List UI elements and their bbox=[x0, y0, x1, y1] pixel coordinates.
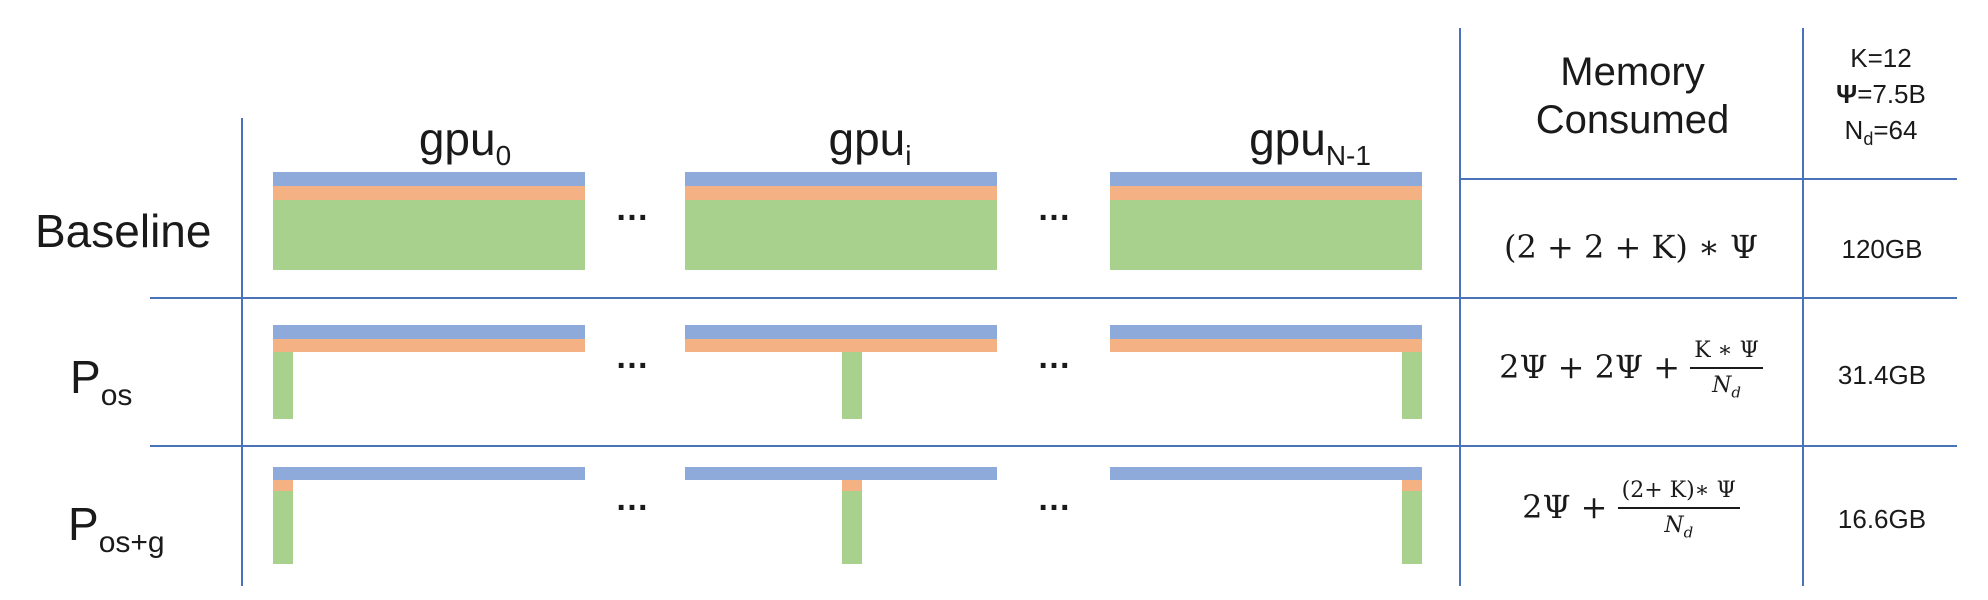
posg-gpun-gradient-shard bbox=[1402, 480, 1422, 491]
row-label-baseline: Baseline bbox=[35, 205, 212, 257]
memory-pos: 31.4GB bbox=[1837, 360, 1927, 390]
ellipsis-baseline-1: … bbox=[615, 190, 650, 228]
formula-posg-fraction: (2+ K)∗ Ψ Nd bbox=[1617, 478, 1740, 541]
formula-divider bbox=[1459, 28, 1461, 586]
memory-divider bbox=[1802, 28, 1804, 586]
header-divider bbox=[1459, 178, 1957, 180]
baseline-gpu0-parameters bbox=[273, 172, 585, 186]
posg-gpui-gradient-shard bbox=[842, 480, 862, 491]
gpu-first-header: gpu0 bbox=[418, 113, 512, 171]
formula-pos-fraction: K ∗ Ψ Nd bbox=[1690, 338, 1763, 401]
pos-gpun-optimizer-shard bbox=[1402, 352, 1422, 419]
posg-gpui-optimizer-shard bbox=[842, 491, 862, 564]
posg-gpu0-optimizer-shard bbox=[273, 491, 293, 564]
baseline-gpu0-optimizer-states bbox=[273, 200, 585, 270]
formula-pos: 2Ψ + 2Ψ + K ∗ Ψ Nd bbox=[1462, 338, 1800, 401]
parameter-values: K=12 Ψ=7.5B Nd=64 bbox=[1836, 43, 1926, 149]
pos-gpu0-gradients bbox=[273, 339, 585, 352]
gpu-last-header: gpuN-1 bbox=[1249, 113, 1371, 171]
baseline-gpun-optimizer-states bbox=[1110, 200, 1422, 270]
posg-gpun-optimizer-shard bbox=[1402, 491, 1422, 564]
pos-gpun-gradients bbox=[1110, 339, 1422, 352]
row-divider-1 bbox=[150, 297, 1957, 299]
pos-gpun-parameters bbox=[1110, 325, 1422, 339]
left-divider bbox=[241, 118, 243, 586]
baseline-gpu0-gradients bbox=[273, 186, 585, 200]
baseline-gpun-gradients bbox=[1110, 186, 1422, 200]
formula-baseline: (2 + 2 + K) ∗ Ψ bbox=[1503, 228, 1759, 266]
pos-gpui-parameters bbox=[685, 325, 997, 339]
ellipsis-posg-2: … bbox=[1037, 480, 1072, 518]
row-label-pos: Pos bbox=[70, 351, 133, 412]
row-divider-2 bbox=[150, 445, 1957, 447]
posg-gpu0-parameters bbox=[273, 467, 585, 480]
pos-gpui-gradients bbox=[685, 339, 997, 352]
gpu-middle-header: gpui bbox=[828, 113, 912, 171]
memory-baseline: 120GB bbox=[1841, 234, 1923, 264]
baseline-gpui-parameters bbox=[685, 172, 997, 186]
formula-posg: 2Ψ + (2+ K)∗ Ψ Nd bbox=[1462, 478, 1800, 541]
ellipsis-pos-1: … bbox=[615, 338, 650, 376]
ellipsis-posg-1: … bbox=[615, 480, 650, 518]
memory-consumed-header: Memory Consumed bbox=[1535, 50, 1730, 142]
ellipsis-pos-2: … bbox=[1037, 338, 1072, 376]
baseline-gpui-gradients bbox=[685, 186, 997, 200]
posg-gpui-parameters bbox=[685, 467, 997, 480]
baseline-gpui-optimizer-states bbox=[685, 200, 997, 270]
posg-gpu0-gradient-shard bbox=[273, 480, 293, 491]
posg-gpun-parameters bbox=[1110, 467, 1422, 480]
pos-gpu0-optimizer-shard bbox=[273, 352, 293, 419]
pos-gpu0-parameters bbox=[273, 325, 585, 339]
row-label-posg: Pos+g bbox=[68, 498, 165, 559]
memory-posg: 16.6GB bbox=[1837, 504, 1927, 534]
baseline-gpun-parameters bbox=[1110, 172, 1422, 186]
ellipsis-baseline-2: … bbox=[1037, 190, 1072, 228]
pos-gpui-optimizer-shard bbox=[842, 352, 862, 419]
